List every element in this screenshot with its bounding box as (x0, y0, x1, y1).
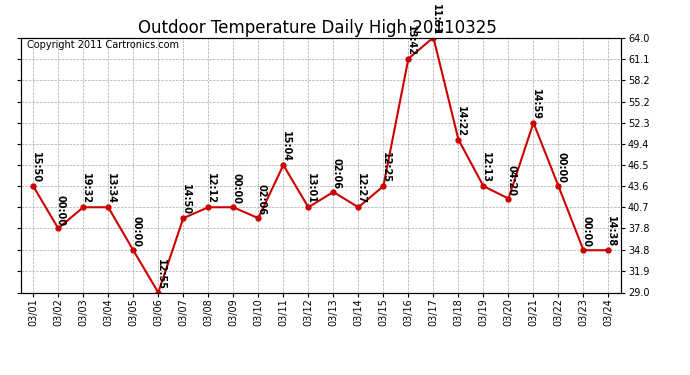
Text: 02:06: 02:06 (256, 184, 266, 215)
Text: 04:20: 04:20 (506, 165, 516, 196)
Text: 19:32: 19:32 (81, 174, 91, 204)
Text: 12:55: 12:55 (156, 259, 166, 290)
Text: 14:38: 14:38 (607, 216, 616, 248)
Text: 15:50: 15:50 (31, 152, 41, 183)
Text: 12:12: 12:12 (206, 174, 216, 204)
Text: Copyright 2011 Cartronics.com: Copyright 2011 Cartronics.com (27, 40, 179, 50)
Text: 11:51: 11:51 (431, 4, 441, 35)
Text: 00:00: 00:00 (131, 216, 141, 248)
Text: Outdoor Temperature Daily High 20110325: Outdoor Temperature Daily High 20110325 (138, 19, 497, 37)
Text: 02:06: 02:06 (331, 158, 341, 189)
Text: 00:00: 00:00 (581, 216, 591, 248)
Text: 12:27: 12:27 (356, 174, 366, 204)
Text: 14:50: 14:50 (181, 184, 191, 215)
Text: 12:13: 12:13 (481, 152, 491, 183)
Text: 14:22: 14:22 (456, 106, 466, 137)
Text: 13:01: 13:01 (306, 174, 316, 204)
Text: 00:00: 00:00 (56, 195, 66, 226)
Text: 14:59: 14:59 (531, 89, 541, 120)
Text: 00:00: 00:00 (231, 174, 241, 204)
Text: 15:04: 15:04 (281, 131, 291, 162)
Text: 13:34: 13:34 (106, 174, 116, 204)
Text: 13:42: 13:42 (406, 25, 416, 56)
Text: 00:00: 00:00 (556, 152, 566, 183)
Text: 12:25: 12:25 (381, 152, 391, 183)
